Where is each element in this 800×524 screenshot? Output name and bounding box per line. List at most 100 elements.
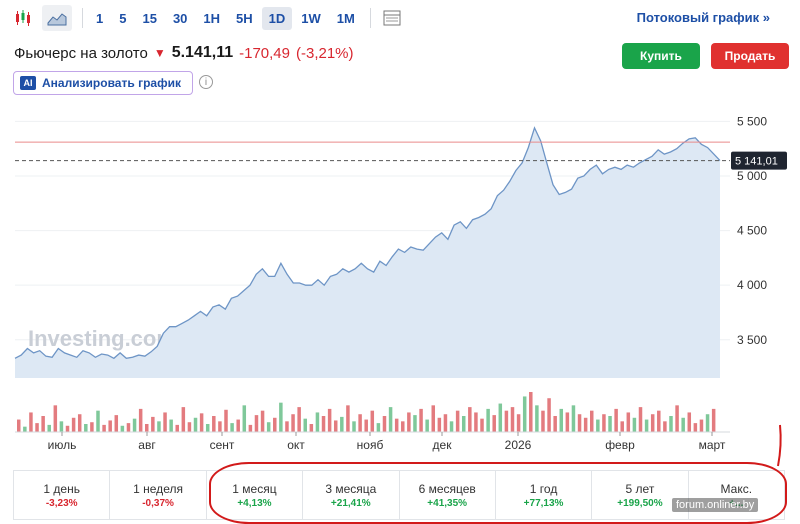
volume-bar: [583, 417, 588, 432]
volume-bar: [711, 408, 716, 432]
period-change: -0,37%: [142, 497, 174, 509]
volume-bar: [596, 419, 600, 432]
x-tick-label: июль: [48, 438, 77, 452]
chevron-right-icon: »: [762, 10, 770, 25]
analyze-chart-button[interactable]: AI Анализировать график: [13, 71, 193, 95]
period-change: +77,13%: [523, 497, 564, 509]
volume-bar: [163, 412, 167, 432]
chart-watermark: Investing.com: [28, 326, 176, 351]
timeframe-1w[interactable]: 1W: [301, 10, 321, 26]
volume-bar: [291, 414, 295, 432]
period-cell[interactable]: 1 год +77,13%: [496, 471, 593, 519]
timeframe-1d[interactable]: 1D: [261, 6, 293, 30]
volume-bar: [309, 424, 314, 432]
y-tick-label: 5 500: [737, 114, 767, 128]
info-icon[interactable]: i: [199, 75, 213, 89]
analyze-chart-label: Анализировать график: [42, 76, 181, 90]
volume-bar: [443, 414, 448, 432]
volume-bar: [413, 415, 417, 432]
x-tick-label: авг: [138, 438, 156, 452]
streaming-chart-link[interactable]: Потоковый график »: [636, 10, 770, 25]
volume-bar: [675, 405, 679, 432]
price-change: -170,49: [239, 44, 290, 62]
volume-bar: [169, 419, 173, 432]
volume-bar: [364, 419, 368, 432]
volume-bar: [59, 421, 64, 432]
buy-button[interactable]: Купить: [622, 43, 700, 69]
y-tick-label: 4 000: [737, 278, 767, 292]
volume-bar: [266, 422, 271, 432]
volume-bar: [577, 414, 582, 432]
period-cell[interactable]: 5 лет +199,50%: [592, 471, 689, 519]
price-chart[interactable]: 3 500 4 000 4 500 5 000 5 500 Investing.com 5 …: [0, 0, 800, 470]
price-line: [14, 126, 721, 360]
timeframe-1m[interactable]: 1M: [336, 10, 355, 26]
volume-bar: [407, 412, 411, 432]
period-cell[interactable]: 1 неделя -0,37%: [110, 471, 207, 519]
volume-bar: [461, 416, 466, 432]
timeframe-1[interactable]: 1: [96, 10, 104, 26]
timeframe-15[interactable]: 15: [142, 10, 157, 26]
volume-bar: [620, 421, 624, 432]
volume-bar: [669, 416, 673, 432]
period-cell[interactable]: 6 месяцев +41,35%: [400, 471, 496, 519]
volume-bar: [486, 408, 490, 432]
volume-bar: [419, 408, 423, 432]
y-tick-label: 3 500: [737, 333, 767, 347]
volume-bar: [151, 416, 155, 432]
volume-bar: [65, 425, 70, 432]
volume-bar: [102, 424, 106, 432]
period-label: 1 день: [43, 481, 80, 496]
last-price-badge: [731, 151, 787, 170]
volume-bar: [571, 405, 576, 432]
timeframe-1h[interactable]: 1H: [203, 10, 221, 26]
volume-bar: [382, 416, 387, 432]
volume-bar: [370, 410, 375, 432]
volume-bar: [474, 412, 478, 432]
hand-drawn-mark: [777, 424, 782, 467]
table-view-icon[interactable]: [377, 5, 407, 31]
candlestick-icon[interactable]: [8, 5, 38, 31]
period-label: Макс.: [720, 481, 753, 496]
volume-bar: [352, 421, 356, 432]
volume-bar: [480, 418, 484, 432]
volume-bar: [693, 423, 698, 432]
volume-bar: [84, 424, 88, 432]
toolbar-divider: [369, 8, 371, 28]
volume-bar: [279, 402, 283, 432]
period-cell[interactable]: 1 день -3,23%: [14, 471, 111, 519]
timeframe-group: 1 5 15 30 1H 5H 1D 1W 1M: [89, 6, 364, 30]
sell-button[interactable]: Продать: [711, 43, 789, 69]
instrument-header: Фьючерс на золото ▼ 5.141,11 -170,49 (-3…: [14, 44, 354, 62]
toolbar-divider: [82, 8, 83, 28]
period-label: 1 год: [529, 481, 558, 496]
volume-bar: [248, 424, 253, 432]
period-cell[interactable]: 3 месяца +21,41%: [303, 471, 400, 519]
volume-bar: [602, 414, 606, 432]
volume-bar: [510, 407, 515, 432]
period-label: 3 месяца: [325, 481, 377, 496]
volume-bar: [565, 412, 570, 432]
volume-bar: [285, 421, 289, 432]
volume-bar: [626, 412, 631, 432]
volume-bar: [608, 416, 612, 432]
volume-bar: [199, 413, 204, 432]
volume-bar: [187, 422, 192, 432]
period-cell[interactable]: 1 месяц +4,13%: [207, 471, 304, 519]
volume-bar: [638, 407, 643, 432]
timeframe-5[interactable]: 5: [119, 10, 127, 26]
volume-bar: [120, 425, 125, 432]
timeframe-5h[interactable]: 5H: [236, 10, 253, 26]
volume-bar: [224, 409, 228, 432]
volume-bar: [53, 405, 58, 432]
last-price-label: 5 141,01: [735, 156, 778, 168]
down-arrow-icon: ▼: [153, 46, 166, 60]
volume-bar: [650, 414, 655, 432]
volume-bar: [230, 423, 234, 432]
volume-bar: [303, 418, 307, 432]
volume-bar: [327, 408, 332, 432]
area-chart-icon[interactable]: [42, 5, 72, 31]
timeframe-30[interactable]: 30: [172, 10, 188, 26]
volume-bar: [492, 415, 496, 432]
volume-bar: [547, 398, 551, 432]
